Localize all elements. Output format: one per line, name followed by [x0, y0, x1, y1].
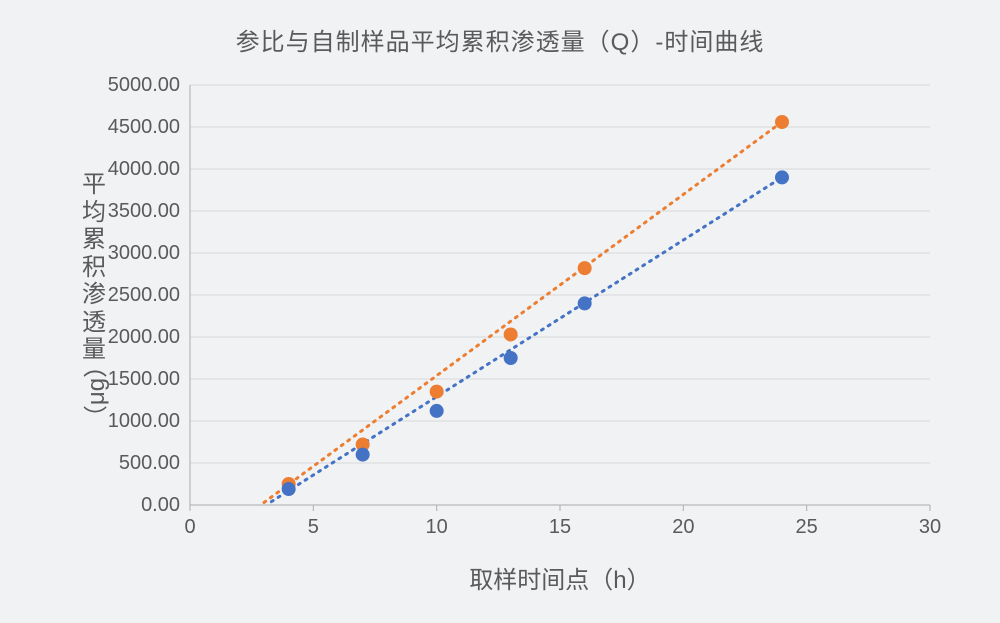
x-tick-label: 15	[549, 516, 571, 538]
x-tick-label: 5	[308, 516, 319, 538]
y-tick-label: 2500.00	[108, 284, 180, 306]
data-point	[430, 385, 444, 399]
data-point	[578, 261, 592, 275]
chart-title: 参比与自制样品平均累积渗透量（Q）-时间曲线	[0, 22, 1000, 57]
x-tick-label: 30	[919, 516, 941, 538]
data-point	[775, 115, 789, 129]
x-tick-label: 20	[672, 516, 694, 538]
y-axis-label-char: 累	[82, 226, 106, 254]
y-tick-label: 3500.00	[108, 200, 180, 222]
y-tick-label: 0.00	[141, 494, 180, 516]
data-point	[504, 351, 518, 365]
x-axis-label: 取样时间点（h）	[190, 560, 930, 595]
y-axis-label-char: 积	[82, 254, 106, 282]
data-point	[282, 482, 296, 496]
data-point	[775, 170, 789, 184]
y-axis-label-char: 均	[82, 199, 106, 227]
chart-container: 参比与自制样品平均累积渗透量（Q）-时间曲线 平均累积渗透量（μg） 0.005…	[0, 0, 1000, 623]
y-tick-label: 1500.00	[108, 368, 180, 390]
y-axis-label: 平均累积渗透量（μg）	[78, 85, 110, 505]
trend-line	[271, 177, 782, 501]
data-point	[430, 404, 444, 418]
y-axis-label-unit: （μg）	[77, 354, 112, 429]
x-tick-label: 25	[796, 516, 818, 538]
y-tick-label: 2000.00	[108, 326, 180, 348]
y-tick-label: 500.00	[119, 452, 180, 474]
data-point	[356, 448, 370, 462]
plot-area: 0.00500.001000.001500.002000.002500.0030…	[190, 85, 930, 505]
y-tick-label: 4500.00	[108, 116, 180, 138]
plot-svg: 0.00500.001000.001500.002000.002500.0030…	[190, 85, 930, 505]
x-tick-label: 0	[184, 516, 195, 538]
y-tick-label: 3000.00	[108, 242, 180, 264]
y-axis-label-char: 渗	[82, 281, 106, 309]
data-point	[504, 327, 518, 341]
y-axis-label-char: 平	[82, 171, 106, 199]
trend-line	[264, 122, 782, 503]
y-tick-label: 1000.00	[108, 410, 180, 432]
x-tick-label: 10	[426, 516, 448, 538]
data-point	[578, 296, 592, 310]
y-axis-label-char: 透	[82, 309, 106, 337]
y-tick-label: 5000.00	[108, 74, 180, 96]
y-tick-label: 4000.00	[108, 158, 180, 180]
